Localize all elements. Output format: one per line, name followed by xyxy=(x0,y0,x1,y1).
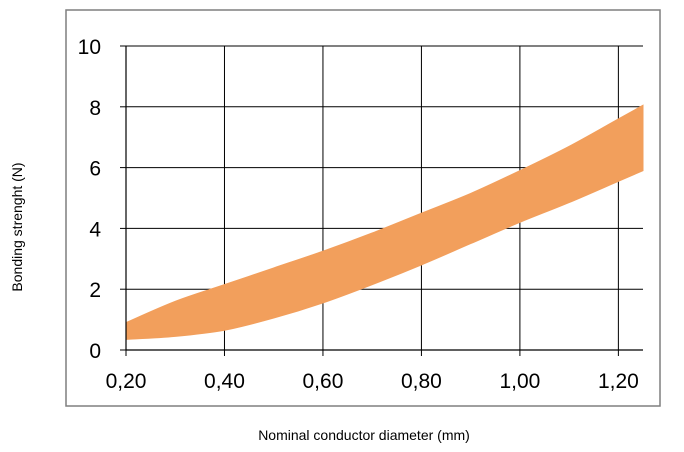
x-tick-label: 0,80 xyxy=(401,370,442,393)
y-tick-label: 10 xyxy=(78,36,101,59)
plot-frame xyxy=(65,9,661,407)
y-tick-label: 4 xyxy=(89,218,101,241)
x-tick-label: 1,00 xyxy=(499,370,540,393)
y-axis-title: Bonding strenght (N) xyxy=(9,162,25,291)
y-tick-label: 6 xyxy=(89,158,101,181)
data-band xyxy=(125,104,644,340)
data-band-layer xyxy=(125,104,644,340)
axes xyxy=(120,45,643,356)
y-tick-label: 2 xyxy=(89,279,101,302)
x-tick-labels: 0,20 0,40 0,60 0,80 1,00 1,20 xyxy=(106,370,639,393)
x-tick-label: 0,40 xyxy=(204,370,245,393)
y-tick-label: 0 xyxy=(89,340,101,363)
x-axis-title: Nominal conductor diameter (mm) xyxy=(258,427,470,443)
x-tick-label: 1,20 xyxy=(598,370,639,393)
y-tick-label: 8 xyxy=(89,97,101,120)
x-tick-label: 0,60 xyxy=(303,370,344,393)
y-tick-labels: 0 2 4 6 8 10 xyxy=(78,36,102,363)
x-tick-label: 0,20 xyxy=(106,370,147,393)
